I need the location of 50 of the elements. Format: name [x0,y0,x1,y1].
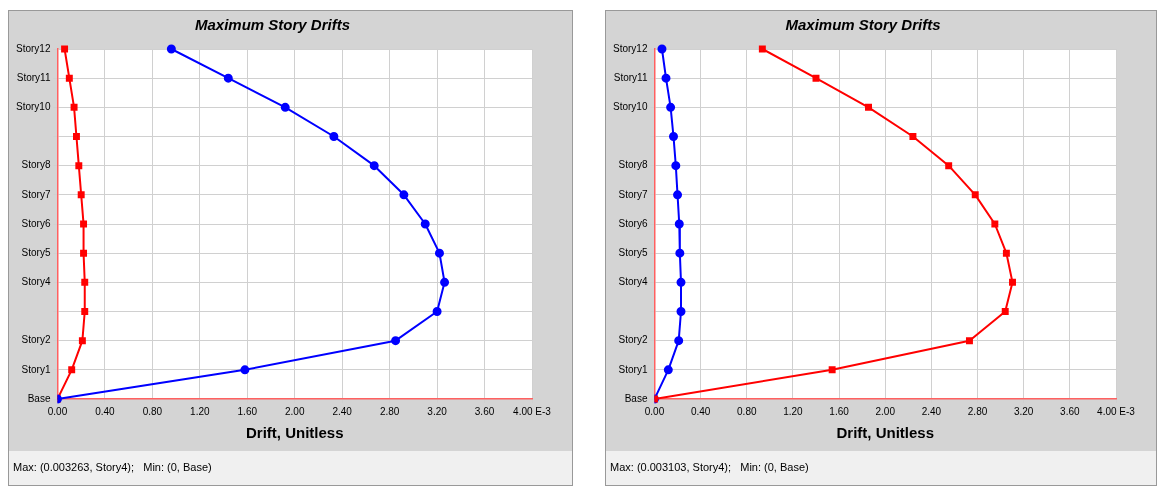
x-axis-title: Drift, Unitless [245,424,344,442]
y-tick-label: Story10 [612,101,648,113]
x-tick-label: 1.60 [237,405,258,417]
x-tick-label: 1.20 [783,405,804,417]
y-tick-label: Story11 [613,71,648,83]
x-tick-label: 2.00 [875,405,896,417]
x-tick-label: 2.40 [921,405,942,417]
x-tick-label: 0.40 [95,405,116,417]
y-tick-label: Story11 [16,71,51,83]
y-tick-label: Story8 [618,159,648,171]
y-tick-label: Story6 [21,217,51,229]
x-tick-label: 2.80 [379,405,400,417]
x-tick-label: 0.80 [142,405,163,417]
y-tick-label: Story5 [21,246,51,258]
x-tick-label: 2.00 [285,405,305,417]
y-tick-label: Story12 [15,42,51,54]
y-tick-label: Story4 [618,276,648,288]
y-tick-label: Story6 [618,217,648,229]
y-tick-label: Story5 [618,246,648,258]
y-tick-label: Story8 [21,159,51,171]
x-tick-label: 0.40 [690,405,711,417]
x-tick-label: 0.00 [47,405,68,417]
x-tick-label: 1.60 [829,405,850,417]
text: Max: (0.003103, Story4); Min: (0, Base) [609,460,810,473]
x-axis-title: Drift, Unitless [836,424,934,442]
y-tick-label: Story7 [21,188,51,200]
y-tick-label: Story2 [21,334,51,346]
x-tick-label: 4.00 E-3 [513,405,552,417]
x-tick-label: 2.80 [967,405,988,417]
y-tick-label: Story12 [612,42,648,54]
text: Max: (0.003263, Story4); Min: (0, Base) [12,460,213,473]
y-tick-label: Story10 [15,101,51,113]
x-tick-label: 4.00 E-3 [1097,405,1136,417]
x-tick-label: 3.20 [1013,405,1034,417]
x-tick-label: 0.80 [737,405,757,417]
chart-title: Maximum Story Drifts [785,16,941,34]
x-tick-label: 2.40 [332,405,353,417]
x-tick-label: 3.60 [1060,405,1081,417]
y-tick-label: Story4 [21,276,51,288]
y-tick-label: Base [624,392,648,404]
chart-title: Maximum Story Drifts [194,16,351,34]
x-tick-label: 0.00 [644,405,665,417]
y-tick-label: Base [27,392,51,404]
y-tick-label: Story2 [618,334,648,346]
x-tick-label: 3.60 [474,405,495,417]
y-tick-label: Story7 [618,188,648,200]
x-tick-label: 1.20 [190,405,210,417]
x-tick-label: 3.20 [427,405,448,417]
y-tick-label: Story1 [21,363,51,375]
y-tick-label: Story1 [618,363,648,375]
